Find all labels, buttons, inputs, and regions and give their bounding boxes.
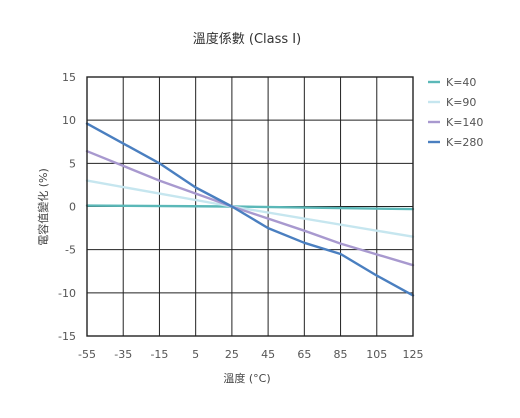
legend-label: K=140 bbox=[446, 116, 483, 129]
x-tick-label: 25 bbox=[225, 348, 239, 361]
series-line bbox=[85, 149, 415, 267]
y-tick-label: 15 bbox=[62, 71, 76, 84]
series-lines bbox=[85, 122, 415, 297]
y-tick-label: 10 bbox=[62, 114, 76, 127]
x-tick-labels: -55 -35 -15 5 25 45 65 85 105 125 bbox=[78, 348, 423, 361]
x-tick-label: 85 bbox=[334, 348, 348, 361]
x-tick-label: -55 bbox=[78, 348, 96, 361]
x-axis-label: 溫度 (°C) bbox=[223, 371, 270, 385]
y-tick-labels: -15 -10 -5 0 5 10 15 bbox=[58, 71, 76, 343]
legend-label: K=40 bbox=[446, 76, 476, 89]
plot-frame bbox=[86, 76, 414, 337]
x-tick-label: 105 bbox=[366, 348, 387, 361]
x-tick-label: 65 bbox=[297, 348, 311, 361]
chart-title: 溫度係數 (Class I) bbox=[193, 31, 301, 47]
series-line bbox=[85, 122, 415, 297]
y-tick-label: 0 bbox=[69, 201, 76, 214]
y-axis-label: 電容值變化 (%) bbox=[36, 168, 50, 246]
x-tick-label: 125 bbox=[403, 348, 424, 361]
x-tick-label: 45 bbox=[261, 348, 275, 361]
y-tick-label: -15 bbox=[58, 330, 76, 343]
x-tick-label: 5 bbox=[192, 348, 199, 361]
legend: K=40 K=90 K=140 K=280 bbox=[428, 76, 483, 149]
y-tick-label: -10 bbox=[58, 287, 76, 300]
legend-label: K=280 bbox=[446, 136, 483, 149]
x-tick-label: -15 bbox=[150, 348, 168, 361]
x-tick-label: -35 bbox=[114, 348, 132, 361]
y-tick-label: -5 bbox=[65, 244, 76, 257]
legend-label: K=90 bbox=[446, 96, 476, 109]
y-tick-label: 5 bbox=[69, 157, 76, 170]
